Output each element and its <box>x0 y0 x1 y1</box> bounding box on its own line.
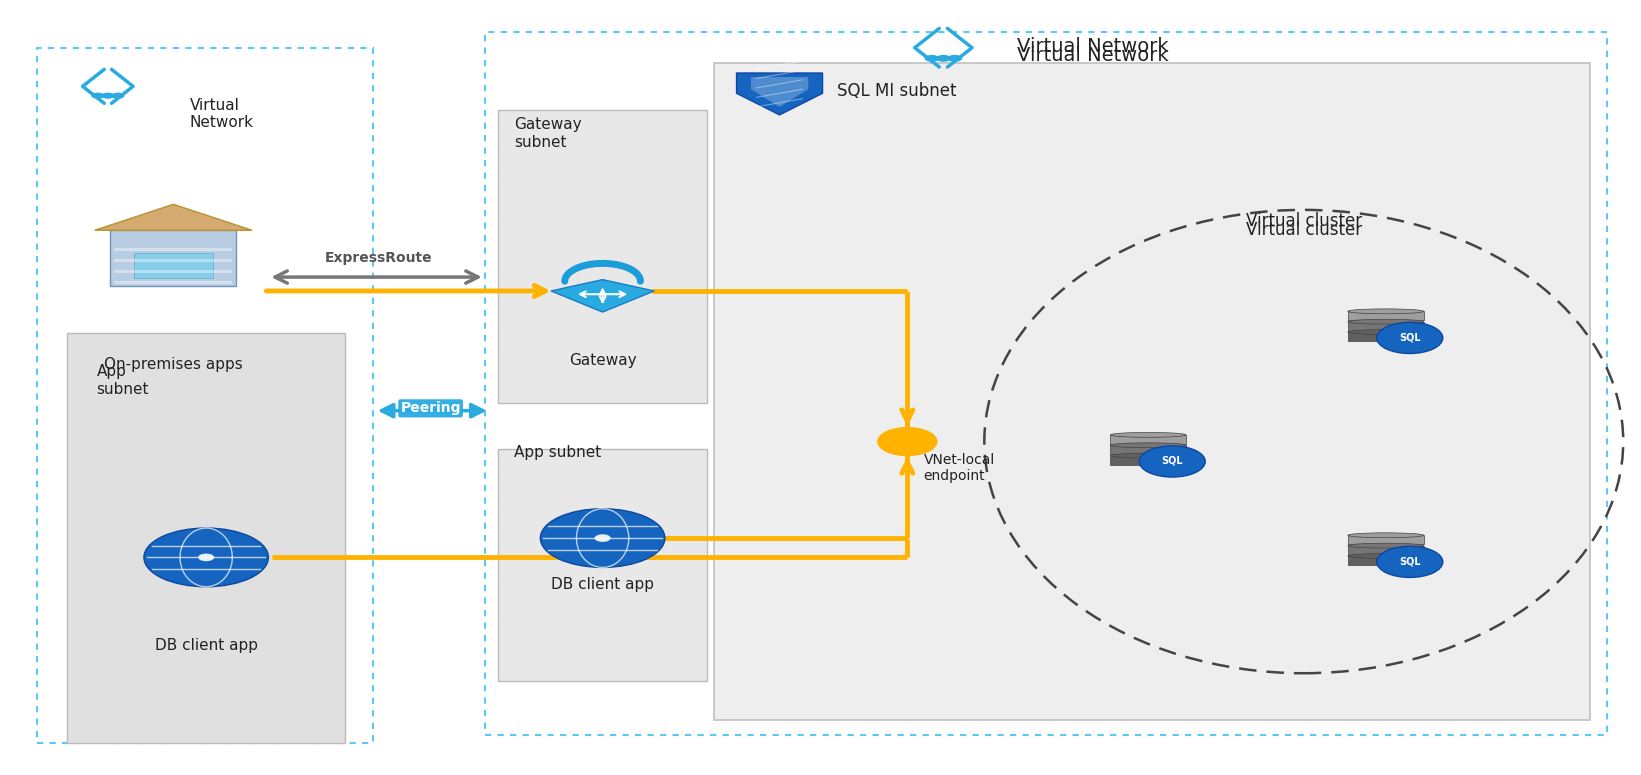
Text: Virtual cluster: Virtual cluster <box>1246 212 1362 230</box>
Circle shape <box>878 428 937 456</box>
Bar <box>1347 556 1423 565</box>
Circle shape <box>112 93 125 98</box>
Circle shape <box>947 55 962 62</box>
Polygon shape <box>551 280 655 312</box>
Bar <box>497 449 707 681</box>
Text: Peering: Peering <box>400 401 461 415</box>
Bar <box>38 48 373 742</box>
Text: Virtual cluster: Virtual cluster <box>1246 222 1362 239</box>
Polygon shape <box>737 73 822 115</box>
Text: Virtual Network: Virtual Network <box>1017 36 1168 56</box>
Bar <box>135 253 213 278</box>
Ellipse shape <box>1347 533 1423 538</box>
Text: SQL: SQL <box>1400 556 1421 567</box>
Text: VNet-local
endpoint: VNet-local endpoint <box>924 453 994 484</box>
Bar <box>1347 536 1423 544</box>
Ellipse shape <box>1347 319 1423 324</box>
Circle shape <box>102 93 115 98</box>
Circle shape <box>1377 322 1442 353</box>
Circle shape <box>144 528 269 587</box>
Text: SQL: SQL <box>1162 456 1183 466</box>
Polygon shape <box>95 205 253 230</box>
Bar <box>1347 332 1423 341</box>
Circle shape <box>92 93 105 98</box>
Bar <box>115 270 233 273</box>
Bar <box>1347 312 1423 320</box>
Ellipse shape <box>1111 453 1186 458</box>
Bar <box>1111 446 1186 454</box>
Circle shape <box>1139 446 1204 477</box>
Polygon shape <box>752 77 809 107</box>
Bar <box>1111 456 1186 465</box>
Ellipse shape <box>1111 443 1186 448</box>
Circle shape <box>935 55 950 62</box>
Bar <box>714 64 1590 719</box>
Circle shape <box>540 508 665 567</box>
Text: App
subnet: App subnet <box>97 364 149 397</box>
Text: Virtual Network: Virtual Network <box>1017 46 1168 65</box>
Text: ExpressRoute: ExpressRoute <box>325 252 432 266</box>
Text: On-premises apps: On-premises apps <box>103 356 243 371</box>
Ellipse shape <box>1347 543 1423 548</box>
Bar <box>484 33 1607 735</box>
Ellipse shape <box>1111 432 1186 437</box>
Bar <box>115 259 233 262</box>
Ellipse shape <box>1347 553 1423 559</box>
Text: DB client app: DB client app <box>154 639 258 653</box>
Circle shape <box>1377 546 1442 577</box>
Bar <box>110 230 236 286</box>
Bar <box>1347 322 1423 331</box>
Text: SQL MI subnet: SQL MI subnet <box>837 82 957 101</box>
Circle shape <box>878 428 937 456</box>
Bar <box>115 281 233 284</box>
Ellipse shape <box>1347 309 1423 314</box>
Bar <box>497 109 707 403</box>
Circle shape <box>594 534 610 542</box>
Text: DB client app: DB client app <box>551 577 655 591</box>
Circle shape <box>199 553 215 561</box>
Circle shape <box>924 55 939 62</box>
Bar <box>67 333 345 742</box>
Text: Gateway
subnet: Gateway subnet <box>514 117 583 150</box>
Text: Virtual
Network: Virtual Network <box>190 98 254 130</box>
Text: Gateway: Gateway <box>569 353 637 368</box>
Text: App subnet: App subnet <box>514 446 601 460</box>
Bar <box>115 248 233 250</box>
Ellipse shape <box>1347 329 1423 335</box>
Bar <box>1347 546 1423 555</box>
Text: SQL: SQL <box>1400 332 1421 343</box>
Bar <box>1111 435 1186 444</box>
